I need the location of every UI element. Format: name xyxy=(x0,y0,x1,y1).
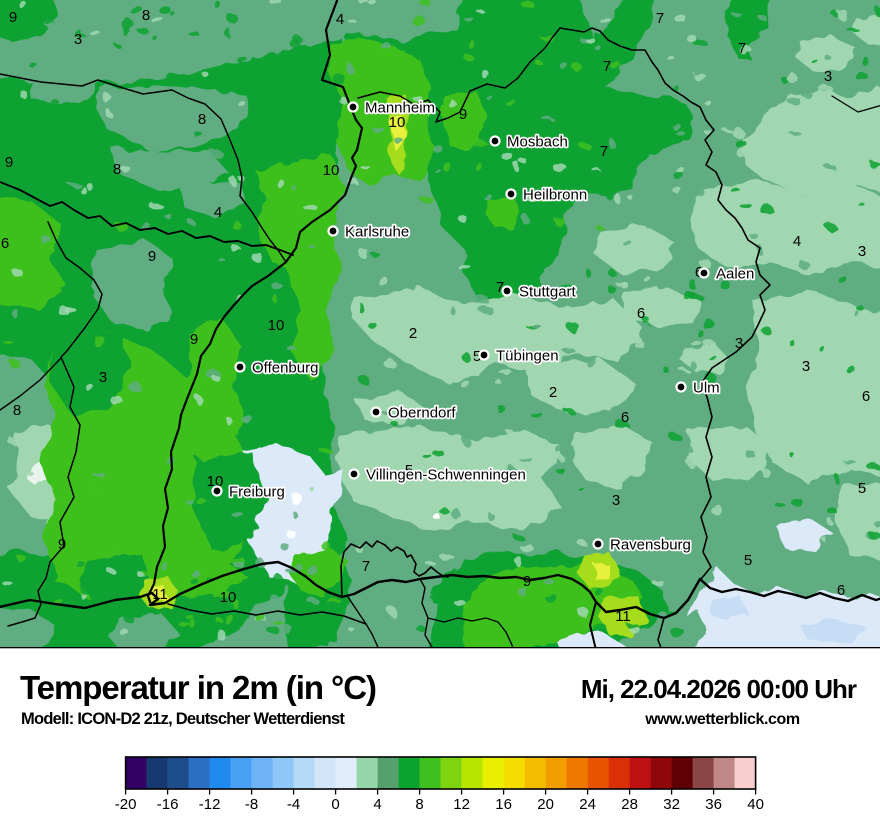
svg-text:Villingen-Schwenningen: Villingen-Schwenningen xyxy=(366,467,526,484)
svg-text:9: 9 xyxy=(5,154,13,171)
svg-text:5: 5 xyxy=(744,552,752,569)
svg-text:-16: -16 xyxy=(157,796,179,813)
svg-text:Freiburg: Freiburg xyxy=(229,484,285,501)
svg-text:6: 6 xyxy=(621,409,629,426)
svg-text:40: 40 xyxy=(747,796,764,813)
svg-text:3: 3 xyxy=(858,243,866,260)
svg-text:3: 3 xyxy=(612,492,620,509)
svg-text:Offenburg: Offenburg xyxy=(252,360,318,377)
svg-text:16: 16 xyxy=(495,796,512,813)
svg-text:3: 3 xyxy=(735,335,743,352)
svg-text:10: 10 xyxy=(323,162,340,179)
svg-text:Tübingen: Tübingen xyxy=(496,348,559,365)
svg-text:7: 7 xyxy=(738,40,746,57)
svg-text:0: 0 xyxy=(331,796,339,813)
svg-text:4: 4 xyxy=(336,11,344,28)
svg-text:Mannheim: Mannheim xyxy=(365,100,435,117)
svg-text:36: 36 xyxy=(705,796,722,813)
svg-text:-4: -4 xyxy=(287,796,300,813)
svg-text:Oberndorf: Oberndorf xyxy=(388,405,456,422)
svg-text:9: 9 xyxy=(58,536,66,553)
svg-text:9: 9 xyxy=(459,106,467,123)
svg-text:5: 5 xyxy=(405,462,413,479)
svg-text:Stuttgart: Stuttgart xyxy=(519,284,577,301)
svg-text:10: 10 xyxy=(220,589,237,606)
svg-text:2: 2 xyxy=(549,384,557,401)
svg-text:20: 20 xyxy=(537,796,554,813)
svg-text:-12: -12 xyxy=(199,796,221,813)
svg-text:9: 9 xyxy=(9,9,17,26)
svg-text:Ravensburg: Ravensburg xyxy=(610,537,691,554)
svg-text:4: 4 xyxy=(214,204,222,221)
svg-text:7: 7 xyxy=(362,558,370,575)
svg-text:2: 2 xyxy=(409,325,417,342)
svg-text:9: 9 xyxy=(190,331,198,348)
svg-text:3: 3 xyxy=(74,31,82,48)
svg-text:32: 32 xyxy=(663,796,680,813)
svg-text:10: 10 xyxy=(207,473,224,490)
svg-text:4: 4 xyxy=(373,796,381,813)
svg-text:28: 28 xyxy=(621,796,638,813)
svg-text:5: 5 xyxy=(858,480,866,497)
svg-text:7: 7 xyxy=(656,10,664,27)
svg-text:7: 7 xyxy=(496,279,504,296)
svg-text:8: 8 xyxy=(113,161,121,178)
svg-text:6: 6 xyxy=(637,305,645,322)
svg-text:6: 6 xyxy=(1,235,9,252)
svg-text:6: 6 xyxy=(862,388,870,405)
svg-text:3: 3 xyxy=(824,68,832,85)
svg-text:12: 12 xyxy=(453,796,470,813)
svg-text:9: 9 xyxy=(523,573,531,590)
svg-text:8: 8 xyxy=(198,111,206,128)
svg-text:Aalen: Aalen xyxy=(716,266,754,283)
svg-text:7: 7 xyxy=(600,143,608,160)
svg-text:Ulm: Ulm xyxy=(693,380,720,397)
svg-text:7: 7 xyxy=(603,58,611,75)
svg-text:10: 10 xyxy=(389,114,406,131)
svg-text:11: 11 xyxy=(152,586,168,603)
svg-text:Mosbach: Mosbach xyxy=(507,134,568,151)
svg-text:11: 11 xyxy=(615,608,631,625)
svg-text:10: 10 xyxy=(268,317,285,334)
svg-text:3: 3 xyxy=(99,369,107,386)
svg-text:Karlsruhe: Karlsruhe xyxy=(345,224,409,241)
svg-text:8: 8 xyxy=(415,796,423,813)
svg-text:8: 8 xyxy=(13,402,21,419)
svg-text:-8: -8 xyxy=(245,796,258,813)
svg-text:6: 6 xyxy=(837,582,845,599)
svg-text:8: 8 xyxy=(142,7,150,24)
svg-text:9: 9 xyxy=(148,248,156,265)
svg-text:3: 3 xyxy=(802,358,810,375)
svg-text:24: 24 xyxy=(579,796,596,813)
svg-text:Heilbronn: Heilbronn xyxy=(523,187,587,204)
svg-text:-20: -20 xyxy=(115,796,137,813)
svg-text:4: 4 xyxy=(793,233,801,250)
svg-text:5: 5 xyxy=(473,348,481,365)
